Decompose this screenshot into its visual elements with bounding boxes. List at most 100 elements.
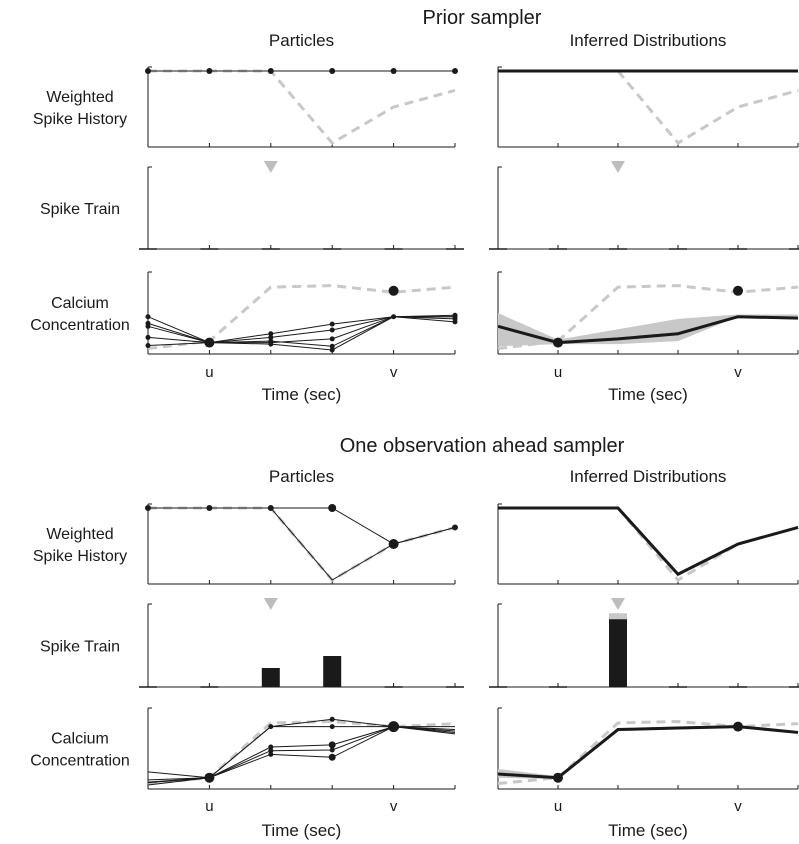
x-tick-label: u: [554, 364, 562, 381]
particle-point: [204, 772, 215, 783]
row-label: Spike History: [33, 111, 127, 128]
particle-point: [329, 68, 336, 74]
particle-point: [553, 337, 563, 348]
true-trace: [498, 506, 799, 582]
particle-point: [268, 748, 274, 754]
particle-point: [145, 334, 151, 340]
particle-point: [329, 336, 335, 342]
particle-point: [388, 721, 400, 733]
row-label: Calcium: [51, 295, 109, 312]
credible-band: [498, 725, 798, 780]
particle-point: [267, 505, 274, 511]
particle-point: [391, 314, 397, 320]
particle-point: [268, 744, 274, 750]
particle-point: [145, 314, 151, 320]
particle-point: [268, 724, 274, 730]
particle-trace: [147, 316, 455, 351]
row-label: Calcium: [51, 731, 109, 748]
mean-trace: [497, 315, 799, 345]
panel-1-1-0: [139, 598, 464, 688]
particle-point: [206, 68, 213, 74]
panel-0-2-0: [145, 271, 458, 355]
row-label: Spike Train: [40, 201, 120, 218]
particle-point: [329, 747, 335, 753]
true-trace: [147, 284, 456, 351]
true-spike-marker: [263, 161, 278, 173]
section-title: One observation ahead sampler: [340, 435, 625, 457]
column-title: Particles: [269, 31, 334, 50]
true-spike-marker: [611, 598, 625, 610]
panel-1-0-1: [497, 503, 799, 585]
panel-1-0-0: [145, 503, 458, 585]
particle-point: [329, 716, 335, 722]
mean-trace: [498, 506, 799, 577]
particle-point: [328, 504, 337, 512]
true-trace: [497, 719, 799, 786]
true-trace: [148, 69, 456, 145]
panel-1-2-1: [497, 707, 799, 790]
row-label: Spike History: [33, 548, 127, 565]
spike-bar: [323, 656, 342, 687]
particle-point: [452, 524, 458, 531]
true-spike-marker: [611, 161, 625, 173]
x-tick-label: v: [390, 798, 398, 815]
true-spike-marker: [263, 598, 278, 610]
particle-point: [390, 68, 397, 74]
particle-point: [553, 772, 563, 783]
particle-point: [329, 724, 335, 730]
particle-point: [452, 68, 458, 74]
column-title: Inferred Distributions: [570, 31, 727, 50]
panel-0-1-1: [489, 161, 799, 250]
panel-1-1-1: [489, 598, 799, 688]
particle-trace: [147, 726, 456, 781]
particle-point: [267, 68, 274, 74]
row-label: Spike Train: [40, 639, 120, 656]
particle-point: [268, 751, 274, 757]
spike-bar: [261, 668, 280, 687]
observation-point: [388, 285, 399, 296]
particle-trace: [147, 726, 456, 784]
x-axis-label: Time (sec): [262, 385, 342, 404]
spike-bar: [609, 619, 627, 687]
particle-point: [328, 753, 336, 761]
particle-point: [329, 347, 335, 353]
panel-0-0-1: [497, 66, 799, 148]
panel-0-2-1: [497, 271, 799, 355]
x-tick-label: v: [734, 364, 742, 381]
x-tick-label: u: [205, 798, 213, 815]
particle-trace: [148, 507, 456, 581]
particle-point: [268, 331, 274, 337]
panel-0-1-0: [139, 161, 464, 250]
row-label: Concentration: [30, 753, 130, 770]
particle-point: [145, 343, 151, 349]
particle-point: [388, 539, 399, 549]
particle-point: [206, 505, 213, 511]
particle-point: [329, 343, 335, 349]
particle-trace: [147, 726, 455, 783]
observation-point: [733, 285, 743, 296]
particle-point: [329, 321, 335, 327]
row-label: Weighted: [46, 89, 113, 106]
particle-point: [204, 337, 215, 348]
x-axis-label: Time (sec): [608, 385, 688, 404]
particle-point: [328, 741, 336, 749]
row-label: Weighted: [46, 526, 113, 543]
particle-point: [145, 505, 151, 511]
column-title: Particles: [269, 467, 334, 486]
particle-point: [452, 319, 458, 325]
x-axis-label: Time (sec): [608, 821, 688, 840]
particle-point: [329, 327, 335, 333]
particle-point: [268, 334, 274, 340]
panel-0-0-0: [145, 66, 458, 148]
true-trace: [498, 69, 799, 145]
particle-point: [145, 68, 151, 74]
x-tick-label: u: [205, 364, 213, 381]
column-title: Inferred Distributions: [570, 467, 727, 486]
particle-point: [268, 341, 274, 347]
panel-1-2-0: [147, 707, 456, 790]
particle-point: [145, 323, 151, 329]
x-tick-label: u: [554, 798, 562, 815]
section-title: Prior sampler: [423, 7, 542, 29]
x-tick-label: v: [734, 798, 742, 815]
